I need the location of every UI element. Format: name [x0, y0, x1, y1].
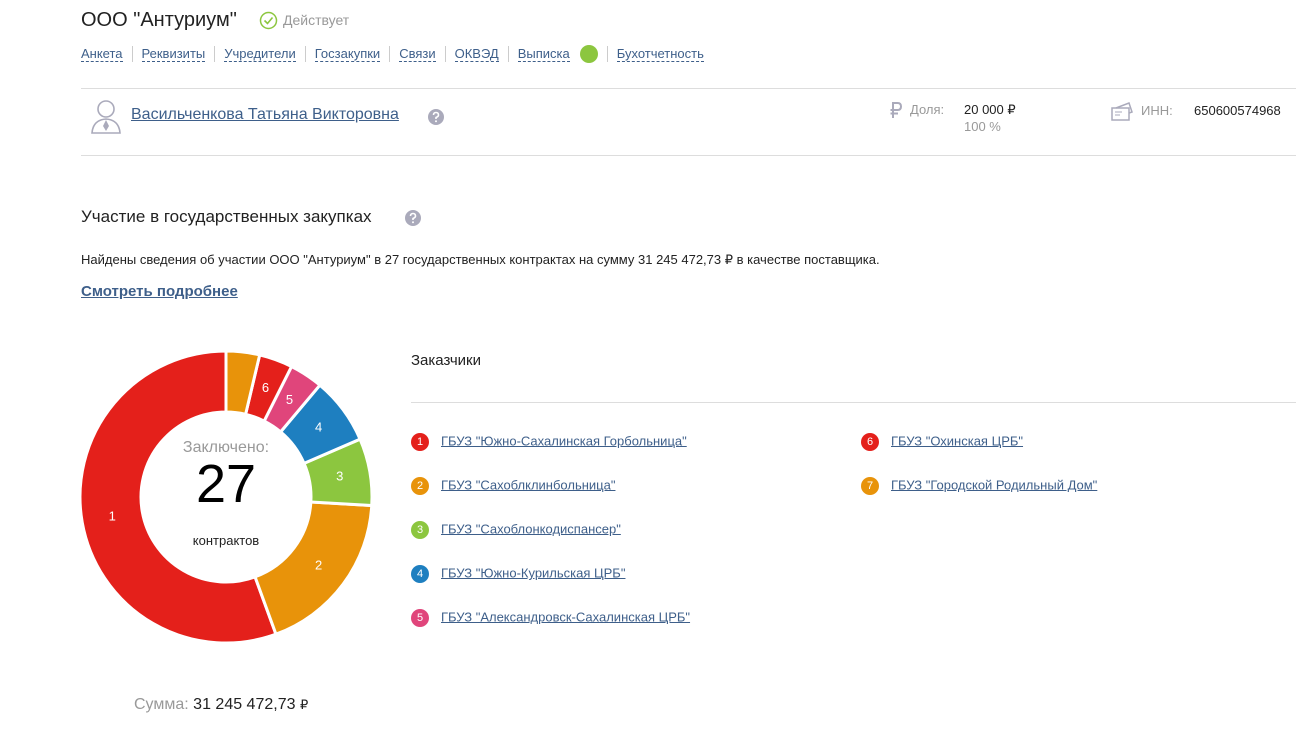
donut-segment: [224, 349, 262, 417]
legend-item: 6 ГБУЗ "Охинская ЦРБ": [861, 433, 1023, 451]
share-percent: 100 %: [964, 119, 1001, 134]
nav-link[interactable]: Анкета: [81, 46, 123, 63]
nav-link[interactable]: Связи: [399, 46, 436, 63]
legend-item: 5 ГБУЗ "Александровск-Сахалинская ЦРБ": [411, 609, 690, 627]
legend-link[interactable]: ГБУЗ "Южно-Курильская ЦРБ": [441, 565, 626, 581]
status: Действует: [283, 12, 350, 28]
section-title: Участие в государственных закупках: [81, 207, 372, 226]
separator: [389, 46, 391, 62]
segment-label: 1: [109, 508, 116, 523]
nav-link[interactable]: Реквизиты: [141, 46, 206, 63]
help-icon[interactable]: [428, 109, 444, 125]
legend-link[interactable]: ГБУЗ "Охинская ЦРБ": [891, 433, 1024, 449]
donut-chart: 27 контрактов 1 2 3 4 5 6 Заключено:: [78, 349, 374, 645]
divider: [81, 155, 1296, 156]
legend-title: Заказчики: [411, 352, 481, 369]
legend-marker: 4: [411, 565, 429, 583]
legend-item: 3 ГБУЗ "Сахоблонкодиспансер": [411, 521, 621, 539]
separator: [214, 46, 216, 62]
nav-link[interactable]: ОКВЭД: [454, 46, 499, 63]
legend-marker: 7: [861, 477, 879, 495]
divider: [81, 88, 1296, 89]
divider: [411, 402, 1296, 403]
nav-link[interactable]: Учредители: [224, 46, 296, 63]
share-amount: 20 000 ₽: [964, 102, 1016, 117]
segment-label: 3: [336, 468, 343, 483]
inn-icon: [1111, 102, 1133, 121]
center-label: Заключено:: [183, 439, 269, 456]
nav-link[interactable]: Выписка: [517, 46, 570, 63]
sum-label: Сумма:: [134, 696, 189, 713]
legend-link[interactable]: ГБУЗ "Южно-Сахалинская Горбольница": [441, 433, 687, 449]
company-title: ООО "Антуриум": [81, 9, 237, 31]
inn: 650600574968: [1194, 103, 1281, 118]
help-icon[interactable]: [579, 45, 598, 63]
legend-link[interactable]: ГБУЗ "Городской Родильный Дом": [891, 477, 1098, 493]
legend-item: 7 ГБУЗ "Городской Родильный Дом": [861, 477, 1097, 495]
legend-link[interactable]: ГБУЗ "Сахоблонкодиспансер": [441, 521, 621, 537]
legend-item: 1 ГБУЗ "Южно-Сахалинская Горбольница": [411, 433, 687, 451]
legend-link[interactable]: ГБУЗ "Александровск-Сахалинская ЦРБ": [441, 609, 691, 625]
founder-name[interactable]: Васильченкова Татьяна Викторовна: [131, 106, 399, 123]
nav-link[interactable]: Госзакупки: [314, 46, 381, 63]
segment-label: 5: [286, 392, 293, 407]
legend-marker: 3: [411, 521, 429, 539]
legend-item: 2 ГБУЗ "Сахоблклинбольница": [411, 477, 615, 495]
segment-label: 2: [315, 557, 322, 572]
donut-segment: [78, 349, 278, 645]
sum: Сумма: 31 245 472,73 ₽: [134, 696, 308, 714]
sum-currency: ₽: [299, 697, 309, 712]
segment-label: 6: [262, 380, 269, 395]
person-icon: [91, 100, 121, 134]
separator: [606, 46, 608, 62]
center-value: 27: [196, 454, 256, 514]
legend-marker: 5: [411, 609, 429, 627]
separator: [131, 46, 133, 62]
separator: [507, 46, 509, 62]
share-label: Доля:: [910, 102, 945, 117]
legend-item: 4 ГБУЗ "Южно-Курильская ЦРБ": [411, 565, 625, 583]
procurement-text: Найдены сведения об участии ООО "Антуриу…: [81, 252, 880, 267]
center-unit: контрактов: [193, 533, 260, 548]
nav-link[interactable]: Бухотчетность: [616, 46, 704, 63]
details-link[interactable]: Смотреть подробнее: [81, 283, 238, 300]
segment-label: 4: [315, 419, 322, 434]
ruble-icon: [890, 102, 903, 118]
legend-marker: 2: [411, 477, 429, 495]
separator: [444, 46, 446, 62]
help-icon[interactable]: [405, 210, 421, 226]
sum-value: 31 245 472,73: [193, 696, 296, 713]
status-icon: [259, 11, 278, 30]
legend-marker: 6: [861, 433, 879, 451]
donut-segment: [253, 500, 374, 637]
nav: Анкета Реквизиты Учредители Госзакупки Связи…: [81, 45, 704, 63]
legend-marker: 1: [411, 433, 429, 451]
legend-link[interactable]: ГБУЗ "Сахоблклинбольница": [441, 477, 616, 493]
separator: [304, 46, 306, 62]
inn-label: ИНН:: [1141, 103, 1173, 118]
